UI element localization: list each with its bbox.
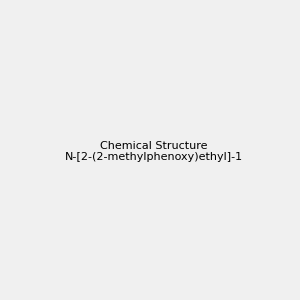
Text: Chemical Structure
N-[2-(2-methylphenoxy)ethyl]-1: Chemical Structure N-[2-(2-methylphenoxy… — [65, 141, 243, 162]
